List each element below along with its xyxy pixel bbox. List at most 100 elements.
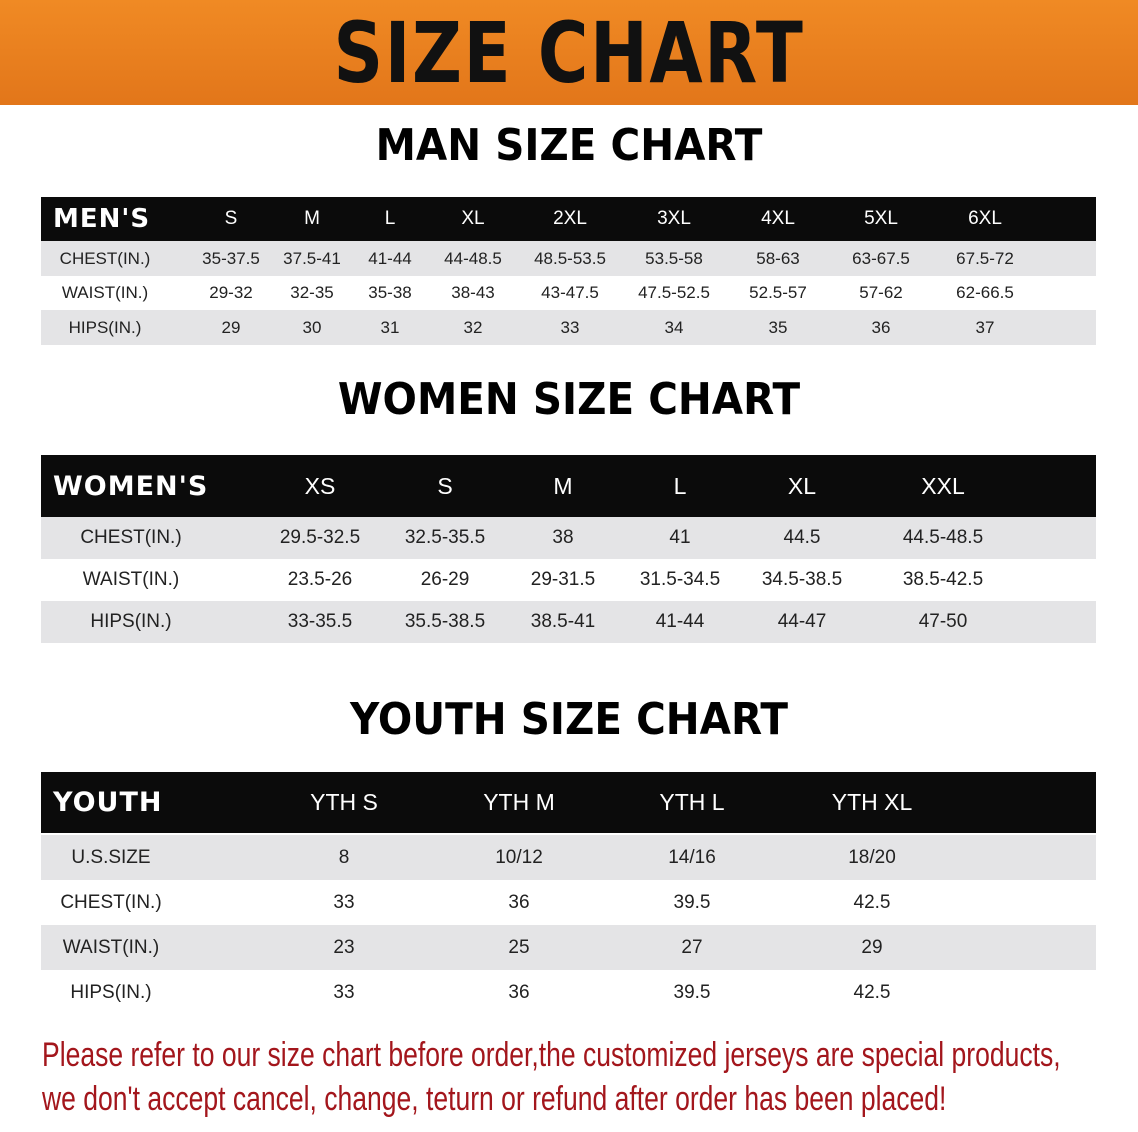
size-column-header: S	[224, 208, 238, 229]
table-cell: 44-47	[777, 611, 827, 632]
table-cell: 29-31.5	[530, 569, 596, 590]
notice-line-2: we don't accept cancel, change, teturn o…	[42, 1080, 947, 1118]
women-header-row: WOMEN'S XS S M L XL XXL	[41, 455, 1096, 517]
table-cell: 33	[560, 317, 580, 337]
table-cell: 39.5	[673, 981, 711, 1003]
size-column-header: M	[553, 472, 573, 499]
table-cell: 43-47.5	[541, 283, 599, 302]
size-column-header: YTH XL	[831, 789, 913, 815]
size-column-header: XXL	[921, 472, 965, 499]
size-column-header: S	[437, 472, 453, 499]
men-header-row: MEN'S S M L XL 2XL 3XL 4XL 5XL 6XL	[41, 197, 1096, 241]
measurement-label: HIPS(IN.)	[90, 611, 172, 632]
table-cell: 41-44	[368, 248, 412, 268]
table-cell: 35	[768, 317, 788, 337]
table-cell: 10/12	[495, 846, 543, 868]
table-cell: 63-67.5	[852, 248, 910, 268]
table-row: CHEST(IN.) 35-37.5 37.5-41 41-44 44-48.5 48.5…	[41, 241, 1096, 276]
table-cell: 32.5-35.5	[404, 527, 486, 548]
measurement-label: CHEST(IN.)	[59, 248, 151, 268]
table-cell: 33	[333, 891, 355, 913]
table-cell: 31	[380, 317, 400, 337]
table-cell: 29-32	[209, 283, 253, 302]
table-cell: 39.5	[673, 891, 711, 913]
measurement-label: U.S.SIZE	[71, 846, 151, 868]
table-cell: 33	[333, 981, 355, 1003]
table-row: HIPS(IN.) 33 36 39.5 42.5	[41, 970, 1096, 1015]
table-cell: 44-48.5	[444, 248, 502, 268]
table-cell: 27	[681, 936, 703, 958]
table-cell: 35-38	[368, 283, 412, 302]
size-column-header: L	[673, 472, 687, 499]
table-row: WAIST(IN.) 23 25 27 29	[41, 925, 1096, 970]
youth-header-row: YOUTH YTH S YTH M YTH L YTH XL	[41, 772, 1096, 833]
table-row: CHEST(IN.) 29.5-32.5 32.5-35.5 38 41 44.5 44.5…	[41, 517, 1096, 559]
women-section-title: WOMEN SIZE CHART	[337, 374, 801, 425]
table-cell: 18/20	[848, 846, 896, 868]
table-cell: 52.5-57	[749, 283, 807, 302]
table-cell: 44.5-48.5	[902, 527, 984, 548]
page-title: SIZE CHART	[333, 4, 805, 102]
youth-section-title: YOUTH SIZE CHART	[350, 694, 788, 745]
table-cell: 38.5-41	[530, 611, 596, 632]
table-cell: 36	[508, 891, 530, 913]
table-row: HIPS(IN.) 33-35.5 35.5-38.5 38.5-41 41-44 44-…	[41, 601, 1096, 643]
title-banner: SIZE CHART	[0, 0, 1138, 105]
table-cell: 36	[871, 317, 891, 337]
size-column-header: 6XL	[968, 208, 1002, 229]
table-cell: 38	[552, 527, 574, 548]
table-cell: 41	[669, 527, 691, 548]
notice-line-1: Please refer to our size chart before or…	[42, 1036, 1061, 1074]
measurement-label: CHEST(IN.)	[80, 527, 182, 548]
table-cell: 29.5-32.5	[279, 527, 361, 548]
size-column-header: YTH S	[310, 789, 378, 815]
size-column-header: XS	[304, 472, 336, 499]
table-corner-label: WOMEN'S	[53, 470, 209, 502]
table-cell: 58-63	[756, 248, 800, 268]
table-cell: 34.5-38.5	[761, 569, 843, 590]
table-cell: 30	[302, 317, 322, 337]
size-column-header: L	[384, 208, 396, 229]
size-column-header: XL	[787, 472, 817, 499]
measurement-label: HIPS(IN.)	[68, 317, 142, 337]
table-cell: 14/16	[668, 846, 716, 868]
table-cell: 62-66.5	[956, 283, 1014, 302]
measurement-label: HIPS(IN.)	[70, 981, 152, 1003]
table-cell: 42.5	[853, 981, 891, 1003]
table-cell: 25	[508, 936, 530, 958]
table-cell: 67.5-72	[956, 248, 1014, 268]
table-cell: 32	[463, 317, 483, 337]
table-cell: 23	[333, 936, 355, 958]
table-cell: 29	[861, 936, 883, 958]
table-cell: 41-44	[655, 611, 705, 632]
table-cell: 57-62	[859, 283, 903, 302]
table-row: WAIST(IN.) 29-32 32-35 35-38 38-43 43-47.5 47.…	[41, 276, 1096, 310]
measurement-label: WAIST(IN.)	[82, 569, 180, 590]
table-cell: 29	[221, 317, 241, 337]
size-column-header: XL	[461, 208, 485, 229]
table-cell: 35.5-38.5	[404, 611, 486, 632]
table-cell: 37.5-41	[283, 248, 341, 268]
table-cell: 26-29	[420, 569, 470, 590]
measurement-label: WAIST(IN.)	[61, 283, 149, 302]
size-column-header: 2XL	[553, 208, 587, 229]
table-cell: 48.5-53.5	[534, 248, 606, 268]
table-cell: 42.5	[853, 891, 891, 913]
men-section-title: MAN SIZE CHART	[375, 120, 763, 171]
table-cell: 8	[338, 846, 350, 868]
table-cell: 47.5-52.5	[638, 283, 710, 302]
size-column-header: M	[304, 208, 320, 229]
table-corner-label: YOUTH	[53, 787, 163, 818]
table-cell: 34	[664, 317, 684, 337]
table-row: HIPS(IN.) 29 30 31 32 33 34 35 36 37	[41, 310, 1096, 345]
table-row: CHEST(IN.) 33 36 39.5 42.5	[41, 880, 1096, 925]
size-column-header: 5XL	[864, 208, 898, 229]
table-corner-label: MEN'S	[53, 204, 151, 234]
table-cell: 32-35	[290, 283, 334, 302]
table-cell: 35-37.5	[202, 248, 260, 268]
table-cell: 47-50	[918, 611, 968, 632]
table-cell: 37	[975, 317, 995, 337]
table-row: U.S.SIZE 8 10/12 14/16 18/20	[41, 835, 1096, 880]
size-column-header: YTH L	[659, 789, 725, 815]
table-row: WAIST(IN.) 23.5-26 26-29 29-31.5 31.5-34.5 34…	[41, 559, 1096, 601]
